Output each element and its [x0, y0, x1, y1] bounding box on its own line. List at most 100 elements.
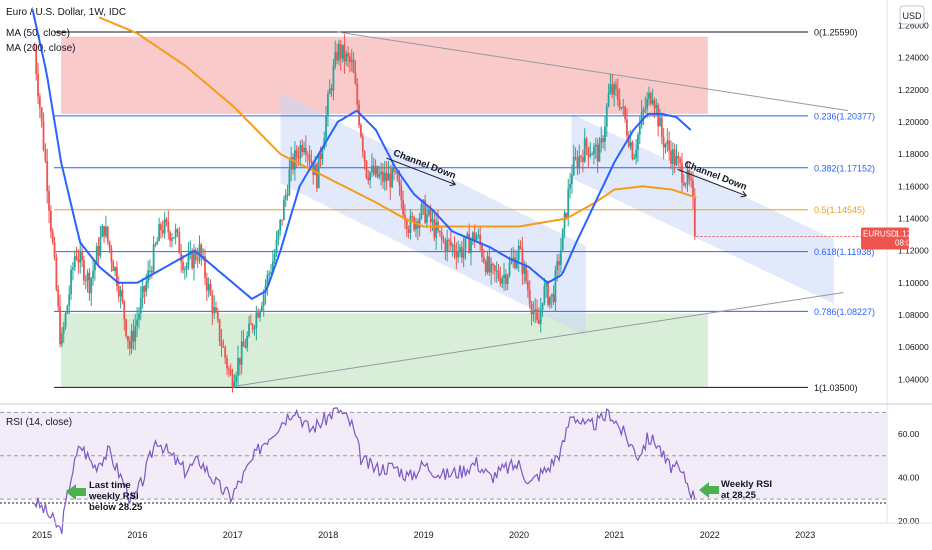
candle-body-208 — [415, 221, 417, 230]
price-axis[interactable]: 1.04000 1.06000 1.08000 1.10000 1.12000 1.140… — [898, 20, 929, 384]
candle-body-222 — [440, 232, 443, 240]
candle-body-281 — [548, 296, 551, 305]
candle-body-49 — [123, 301, 126, 320]
candle-body-103 — [222, 346, 225, 348]
time-tick-label: 2015 — [32, 530, 52, 540]
candle-body-210 — [418, 218, 421, 229]
candle-body-125 — [262, 293, 265, 307]
candle-body-229 — [453, 245, 456, 253]
candle-body-327 — [633, 157, 636, 159]
candle-body-4 — [40, 107, 43, 122]
candle-body-18 — [66, 305, 69, 314]
candle-body-330 — [638, 125, 641, 135]
candle-body-142 — [293, 150, 296, 170]
fib-label-5: 0.786(1.08227) — [814, 307, 875, 317]
candle-body-87 — [193, 251, 195, 269]
candle-body-283 — [552, 293, 555, 303]
candle-body-61 — [145, 282, 148, 292]
candle-body-12 — [55, 257, 58, 290]
candle-body-323 — [626, 119, 628, 136]
candle-body-351 — [677, 156, 680, 159]
candle-body-106 — [227, 368, 230, 370]
candle-body-130 — [271, 261, 274, 272]
candle-body-243 — [479, 234, 482, 246]
candle-body-284 — [554, 270, 557, 303]
candle-body-79 — [178, 231, 181, 254]
candle-body-72 — [165, 219, 168, 223]
candle-body-276 — [539, 309, 542, 325]
candle-body-201 — [402, 200, 405, 215]
candle-body-186 — [374, 166, 377, 175]
candle-body-258 — [506, 275, 509, 284]
candle-body-153 — [314, 164, 316, 176]
candle-body-254 — [499, 278, 502, 284]
candle-body-287 — [560, 250, 562, 266]
candle-body-82 — [183, 269, 186, 271]
candle-body-345 — [666, 140, 669, 145]
time-axis[interactable]: 2015 2016 2017 2018 2019 2020 2021 2022 2023 — [32, 530, 815, 540]
candle-body-160 — [327, 94, 329, 116]
candle-body-333 — [644, 108, 647, 110]
candle-body-316 — [613, 84, 616, 95]
candle-body-358 — [690, 178, 693, 181]
channel-2020-2023 — [571, 113, 834, 304]
candle-body-342 — [660, 117, 663, 138]
candle-body-58 — [139, 297, 142, 314]
ma50-legend: MA (50, close) — [6, 28, 70, 39]
callout-left: Last time weekly RSI below 28.25 — [66, 480, 143, 513]
candle-body-322 — [624, 106, 627, 120]
candle-body-123 — [259, 310, 261, 318]
candle-body-228 — [451, 245, 454, 247]
candle-body-36 — [99, 237, 102, 256]
candle-body-40 — [106, 226, 109, 242]
candle-body-96 — [209, 284, 212, 295]
candle-body-317 — [615, 84, 617, 90]
candle-body-135 — [281, 219, 283, 221]
price-tick-label: 1.04000 — [898, 374, 929, 384]
candle-body-166 — [338, 44, 340, 61]
candle-body-168 — [341, 44, 344, 59]
candle-body-56 — [136, 319, 139, 326]
candle-body-233 — [460, 247, 463, 258]
candle-body-173 — [350, 59, 353, 62]
candle-body-238 — [470, 240, 472, 254]
candle-body-329 — [637, 134, 639, 151]
candle-body-152 — [312, 163, 315, 176]
callout-right-line1: Weekly RSI — [721, 479, 772, 490]
candle-body-199 — [398, 180, 401, 186]
candle-body-347 — [670, 150, 672, 164]
candle-body-86 — [191, 250, 194, 269]
candle-body-275 — [537, 319, 540, 325]
candle-body-29 — [86, 272, 89, 281]
candle-body-353 — [681, 162, 683, 183]
candle-body-67 — [156, 240, 159, 245]
callout-left-line3: below 28.25 — [89, 502, 143, 513]
candle-body-113 — [240, 341, 243, 365]
resistance-zone — [61, 36, 708, 114]
candle-body-118 — [249, 323, 252, 325]
candle-body-77 — [174, 229, 177, 238]
candle-body-352 — [679, 158, 682, 163]
currency-badge[interactable] — [899, 5, 925, 25]
candle-body-197 — [394, 171, 397, 173]
candle-body-120 — [253, 328, 256, 330]
candle-body-1 — [35, 49, 38, 75]
candle-body-325 — [629, 142, 632, 147]
candle-body-156 — [319, 153, 322, 160]
candle-body-95 — [207, 284, 210, 291]
candle-body-63 — [149, 270, 151, 272]
rsi-panel: 20.00 40.00 60.00 — [0, 407, 920, 535]
candle-body-196 — [393, 167, 395, 172]
candle-body-182 — [367, 177, 370, 181]
candle-body-246 — [484, 261, 487, 273]
candle-body-88 — [194, 251, 197, 260]
candle-body-335 — [648, 92, 650, 99]
fib-label-0: 0(1.25590) — [814, 28, 858, 38]
candle-body-273 — [534, 309, 537, 312]
candle-body-226 — [448, 239, 450, 241]
candle-body-91 — [200, 244, 203, 257]
candle-body-73 — [167, 222, 170, 233]
candle-body-25 — [79, 250, 82, 263]
candle-body-202 — [404, 214, 406, 221]
candle-body-318 — [616, 89, 619, 100]
